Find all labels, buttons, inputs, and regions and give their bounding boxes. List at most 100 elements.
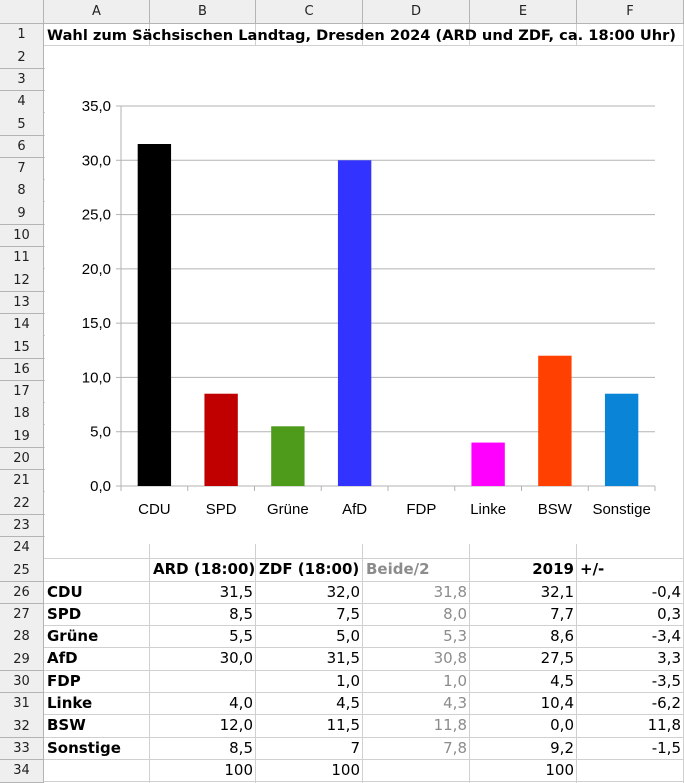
row-header-22[interactable]: 22 (0, 492, 44, 516)
row-header-28[interactable]: 28 (0, 626, 44, 649)
value-cell[interactable]: 5,5 (229, 627, 253, 646)
column-header-b[interactable]: B (150, 0, 256, 24)
table-header-cell[interactable]: ARD (18:00) (153, 560, 256, 579)
table-header-cell[interactable]: Beide/2 (366, 560, 430, 579)
column-header-c[interactable]: C (256, 0, 363, 24)
row-header-12[interactable]: 12 (0, 269, 44, 293)
value-cell[interactable]: 0,0 (550, 716, 574, 735)
row-header-10[interactable]: 10 (0, 224, 44, 248)
value-cell[interactable]: 11,8 (433, 716, 467, 735)
value-cell[interactable]: -0,4 (651, 582, 681, 601)
value-cell[interactable]: 31,5 (219, 582, 253, 601)
value-cell[interactable]: 5,3 (443, 627, 467, 646)
row-header-27[interactable]: 27 (0, 603, 44, 627)
party-name-cell[interactable]: Grüne (47, 627, 99, 646)
value-cell[interactable]: 31,8 (433, 582, 467, 601)
value-cell[interactable]: 100 (331, 760, 360, 779)
row-header-17[interactable]: 17 (0, 380, 44, 404)
column-header-e[interactable]: E (470, 0, 577, 24)
value-cell[interactable]: 8,5 (229, 738, 253, 757)
row-header-7[interactable]: 7 (0, 157, 44, 181)
table-header-cell[interactable]: 2019 (532, 560, 574, 579)
value-cell[interactable]: 12,0 (219, 716, 253, 735)
value-cell[interactable]: 32,0 (326, 582, 360, 601)
row-header-21[interactable]: 21 (0, 470, 44, 493)
column-header-f[interactable]: F (577, 0, 684, 24)
row-header-30[interactable]: 30 (0, 670, 44, 694)
value-cell[interactable] (577, 760, 684, 781)
row-header-3[interactable]: 3 (0, 68, 44, 92)
value-cell[interactable]: 8,5 (229, 604, 253, 623)
table-header-cell[interactable]: ZDF (18:00) (259, 560, 360, 579)
value-cell[interactable]: 9,2 (550, 738, 574, 757)
party-name-cell[interactable]: FDP (47, 671, 81, 690)
row-header-1[interactable]: 1 (0, 24, 44, 47)
value-cell[interactable] (363, 760, 470, 781)
party-name-cell[interactable]: SPD (47, 604, 82, 623)
column-header-d[interactable]: D (363, 0, 470, 24)
value-cell[interactable]: 4,5 (550, 671, 574, 690)
value-cell[interactable]: 1,0 (443, 671, 467, 690)
value-cell[interactable]: 30,0 (219, 649, 253, 668)
value-cell[interactable]: 0,3 (657, 604, 681, 623)
row-header-23[interactable]: 23 (0, 514, 44, 538)
value-cell[interactable]: 8,6 (550, 627, 574, 646)
value-cell[interactable]: 5,0 (336, 627, 360, 646)
table-header-cell[interactable]: +/- (580, 560, 605, 579)
value-cell[interactable]: 8,0 (443, 604, 467, 623)
value-cell[interactable]: -6,2 (651, 694, 681, 712)
column-header-a[interactable]: A (44, 0, 150, 24)
value-cell[interactable]: 11,8 (647, 716, 681, 735)
value-cell[interactable]: 27,5 (540, 649, 574, 668)
row-header-4[interactable]: 4 (0, 90, 44, 114)
row-header-11[interactable]: 11 (0, 247, 44, 270)
value-cell[interactable]: 30,8 (433, 649, 467, 668)
sheet-title-cell[interactable]: Wahl zum Sächsischen Landtag, Dresden 20… (47, 27, 676, 44)
value-cell[interactable]: 4,5 (336, 694, 360, 712)
value-cell[interactable]: -3,4 (651, 627, 681, 646)
row-header-15[interactable]: 15 (0, 336, 44, 359)
value-cell[interactable]: 100 (224, 760, 253, 779)
party-name-cell[interactable]: Sonstige (47, 738, 121, 757)
embedded-chart[interactable]: 0,0 5,0 10,0 15,0 20,0 25,0 30,0 35,0 CDU SPD Grün… (45, 46, 683, 544)
table-header-cell[interactable] (44, 559, 150, 580)
row-header-20[interactable]: 20 (0, 447, 44, 471)
party-name-cell[interactable]: AfD (47, 649, 78, 668)
party-name-cell[interactable]: Linke (47, 694, 93, 712)
value-cell[interactable]: 7,5 (336, 604, 360, 623)
value-cell[interactable]: 10,4 (540, 694, 574, 712)
row-header-34[interactable]: 34 (0, 759, 44, 783)
value-cell[interactable]: 7 (350, 738, 360, 757)
row-header-6[interactable]: 6 (0, 135, 44, 159)
value-cell[interactable] (150, 671, 256, 692)
value-cell[interactable]: 4,3 (443, 694, 467, 712)
value-cell[interactable]: 11,5 (326, 716, 360, 735)
value-cell[interactable]: 31,5 (326, 649, 360, 668)
party-name-cell[interactable]: CDU (47, 582, 83, 601)
row-header-8[interactable]: 8 (0, 180, 44, 203)
row-header-26[interactable]: 26 (0, 581, 44, 605)
row-header-9[interactable]: 9 (0, 202, 44, 226)
value-cell[interactable]: 7,7 (550, 604, 574, 623)
row-header-29[interactable]: 29 (0, 648, 44, 672)
party-name-cell[interactable] (44, 760, 150, 781)
row-header-25[interactable]: 25 (0, 559, 44, 582)
row-header-31[interactable]: 31 (0, 693, 44, 716)
value-cell[interactable]: -3,5 (651, 671, 681, 690)
party-name-cell[interactable]: BSW (47, 716, 86, 735)
row-header-33[interactable]: 33 (0, 737, 44, 761)
row-header-14[interactable]: 14 (0, 313, 44, 337)
value-cell[interactable]: 4,0 (229, 694, 253, 712)
select-all-corner[interactable] (0, 0, 44, 24)
value-cell[interactable]: 100 (545, 760, 574, 779)
value-cell[interactable]: 1,0 (336, 671, 360, 690)
row-header-5[interactable]: 5 (0, 113, 44, 136)
row-header-19[interactable]: 19 (0, 425, 44, 449)
value-cell[interactable]: 32,1 (540, 582, 574, 601)
row-header-18[interactable]: 18 (0, 403, 44, 426)
value-cell[interactable]: 7,8 (443, 738, 467, 757)
value-cell[interactable]: 3,3 (657, 649, 681, 668)
row-header-13[interactable]: 13 (0, 291, 44, 315)
row-header-2[interactable]: 2 (0, 46, 44, 70)
row-header-16[interactable]: 16 (0, 358, 44, 382)
